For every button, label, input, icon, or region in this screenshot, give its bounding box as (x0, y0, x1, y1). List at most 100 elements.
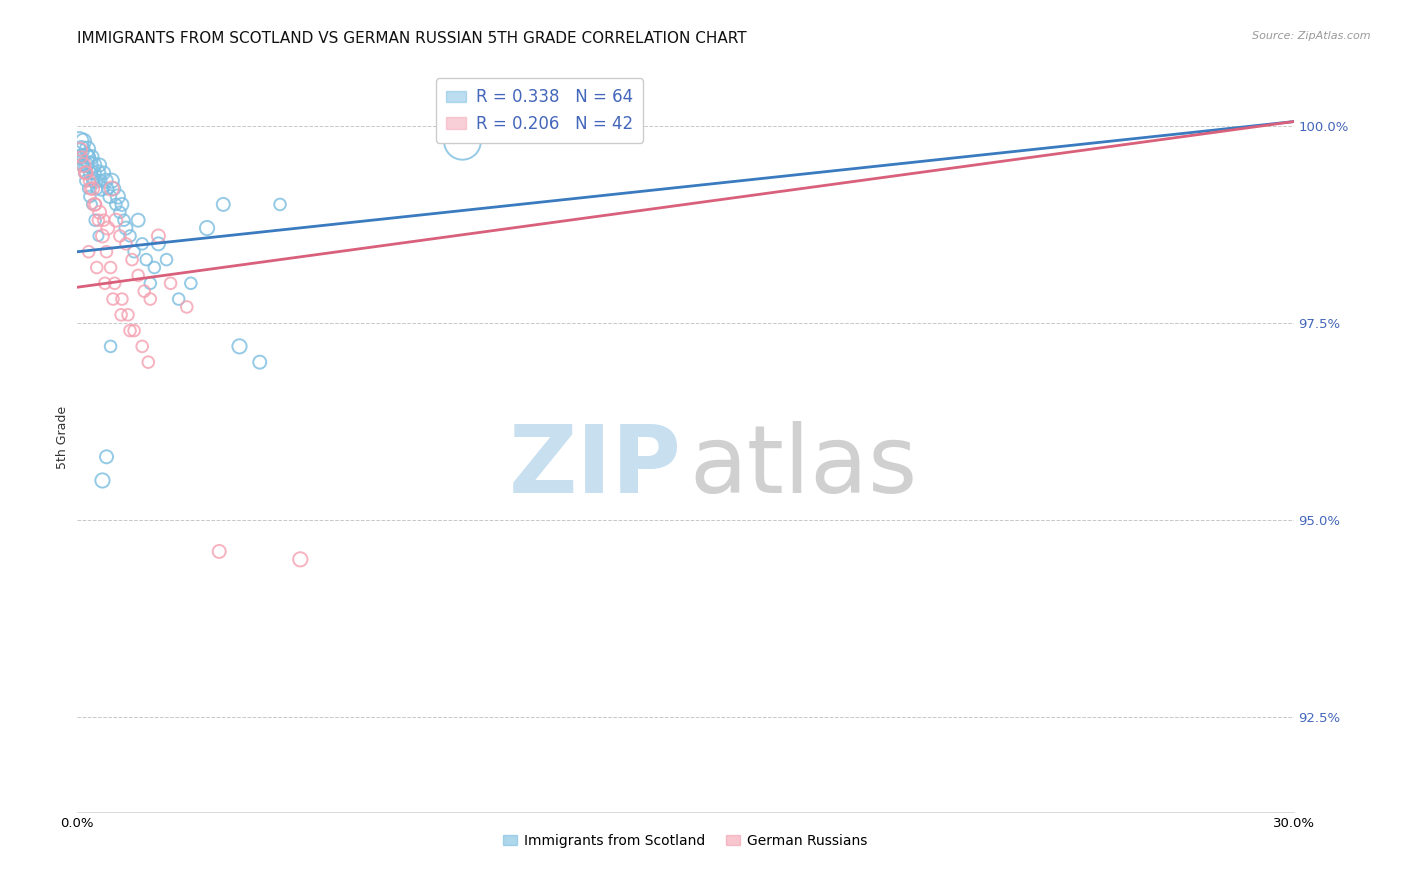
Point (118, 324, 141, 338)
Point (269, 197, 291, 211)
Text: atlas: atlas (689, 421, 917, 513)
Point (118, 229, 141, 244)
Point (86, 181, 108, 195)
Point (86, 166, 108, 180)
Point (79, 166, 101, 180)
Point (195, 221, 218, 235)
Point (73, 166, 96, 180)
Text: Source: ZipAtlas.com: Source: ZipAtlas.com (1253, 31, 1371, 41)
Point (79, 181, 101, 195)
Point (111, 197, 134, 211)
Point (98, 189, 121, 203)
Point (75, 174, 97, 188)
Point (86, 260, 108, 275)
Point (72, 134, 94, 148)
Point (83, 166, 105, 180)
Point (100, 339, 122, 353)
Point (167, 292, 190, 306)
Point (180, 277, 202, 291)
Point (89, 158, 111, 172)
Point (72, 158, 94, 172)
Point (155, 252, 177, 267)
Point (117, 308, 139, 322)
Point (122, 244, 145, 259)
Point (83, 158, 105, 172)
Point (122, 324, 145, 338)
Point (69, 150, 91, 164)
Point (76, 181, 98, 195)
Point (143, 260, 166, 275)
Point (87, 213, 110, 227)
Point (70, 150, 93, 164)
Point (89, 205, 111, 219)
Point (127, 213, 149, 227)
Point (121, 252, 143, 267)
Point (134, 284, 156, 298)
Point (104, 213, 127, 227)
Point (77, 150, 100, 164)
Point (96, 450, 118, 464)
Point (70, 150, 93, 164)
Point (87, 229, 110, 244)
Legend: Immigrants from Scotland, German Russians: Immigrants from Scotland, German Russian… (498, 829, 873, 854)
Point (79, 174, 101, 188)
Point (84, 213, 107, 227)
Point (82, 174, 104, 188)
Point (100, 260, 122, 275)
Point (108, 229, 131, 244)
Point (70, 158, 93, 172)
Point (73, 166, 96, 180)
Point (75, 150, 97, 164)
Point (159, 277, 181, 291)
Point (131, 236, 153, 251)
Point (90, 174, 112, 188)
Point (111, 292, 134, 306)
Point (104, 197, 127, 211)
Point (80, 197, 103, 211)
Point (131, 339, 153, 353)
Point (101, 292, 124, 306)
Point (103, 181, 125, 195)
Point (228, 339, 250, 353)
Y-axis label: 5th Grade: 5th Grade (56, 406, 69, 468)
Point (84, 197, 107, 211)
Point (91, 229, 114, 244)
Point (212, 197, 235, 211)
Point (72, 158, 94, 172)
Point (112, 213, 135, 227)
Point (93, 166, 115, 180)
Point (115, 221, 138, 235)
Point (79, 189, 101, 203)
Point (135, 252, 157, 267)
Point (101, 174, 124, 188)
Point (110, 308, 132, 322)
Point (76, 142, 98, 156)
Point (80, 150, 103, 164)
Point (94, 277, 117, 291)
Text: ZIP: ZIP (509, 421, 682, 513)
Point (451, 134, 474, 148)
Point (91, 474, 114, 488)
Point (127, 268, 149, 283)
Point (93, 213, 115, 227)
Point (176, 300, 198, 314)
Point (75, 166, 97, 180)
Point (69, 142, 91, 156)
Point (90, 181, 112, 195)
Point (94, 174, 117, 188)
Point (96, 244, 118, 259)
Point (290, 552, 312, 566)
Point (139, 292, 162, 306)
Point (97, 181, 120, 195)
Point (101, 181, 124, 195)
Point (115, 236, 138, 251)
Point (75, 166, 97, 180)
Point (70, 142, 93, 156)
Point (75, 158, 97, 172)
Point (82, 181, 104, 195)
Point (69, 142, 91, 156)
Point (136, 355, 159, 369)
Point (97, 221, 120, 235)
Point (67, 134, 90, 148)
Point (148, 229, 170, 244)
